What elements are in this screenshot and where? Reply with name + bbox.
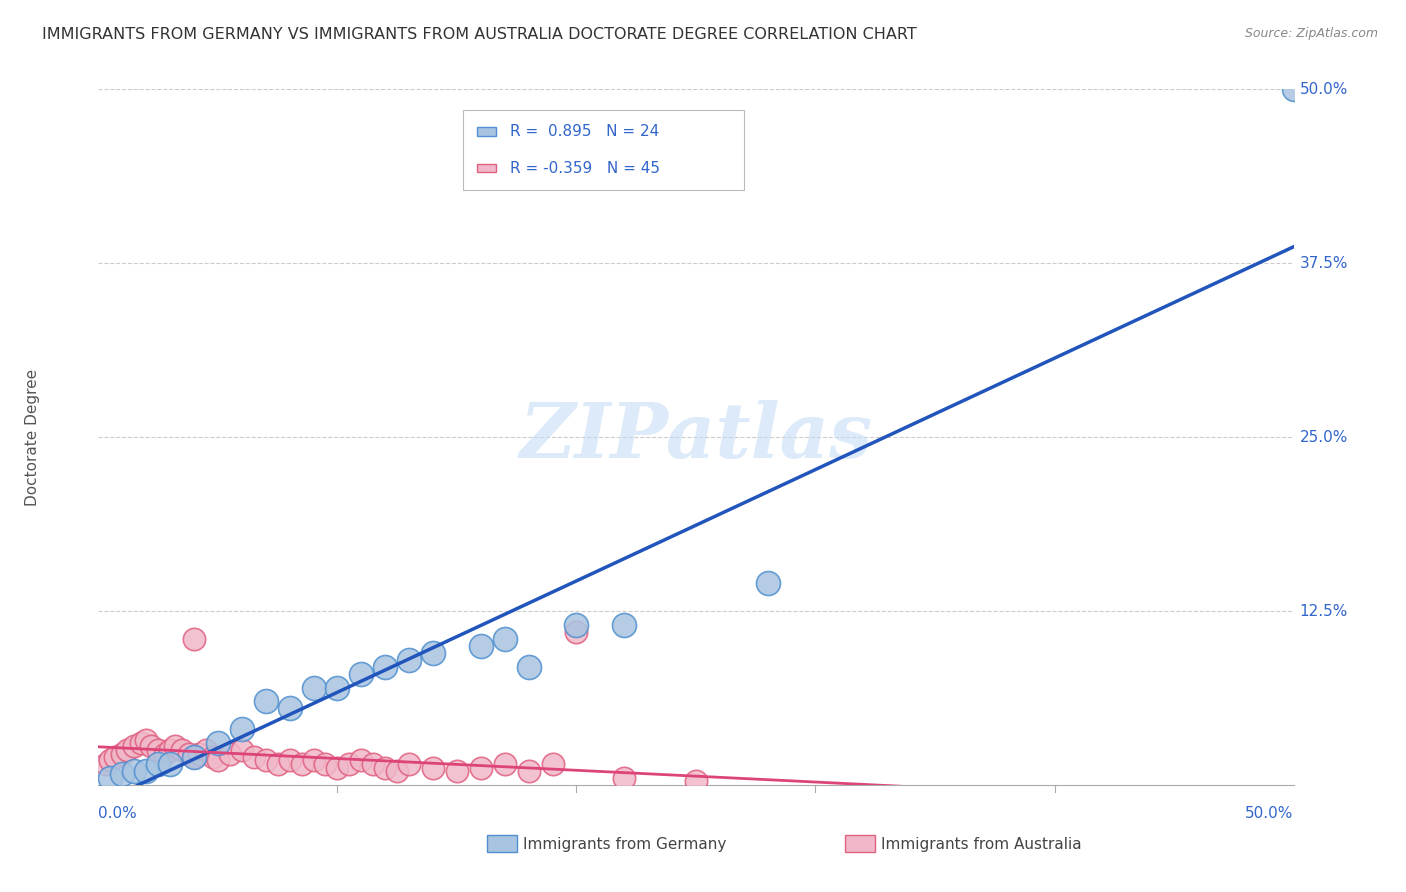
Point xyxy=(135,764,157,778)
Point xyxy=(111,767,134,781)
Point xyxy=(494,757,516,772)
Point xyxy=(613,771,636,785)
Point xyxy=(172,743,194,757)
Point xyxy=(183,750,205,764)
Point xyxy=(494,632,516,646)
Point xyxy=(541,757,564,772)
Point xyxy=(243,750,266,764)
Text: Immigrants from Australia: Immigrants from Australia xyxy=(882,837,1081,852)
Text: IMMIGRANTS FROM GERMANY VS IMMIGRANTS FROM AUSTRALIA DOCTORATE DEGREE CORRELATIO: IMMIGRANTS FROM GERMANY VS IMMIGRANTS FR… xyxy=(42,27,917,42)
Point xyxy=(470,761,492,775)
Point xyxy=(302,753,325,767)
Point xyxy=(278,701,301,715)
Point xyxy=(207,736,229,750)
Point xyxy=(565,618,588,632)
FancyBboxPatch shape xyxy=(477,164,496,172)
Point xyxy=(350,666,373,681)
Point xyxy=(470,639,492,653)
Point xyxy=(422,761,444,775)
FancyBboxPatch shape xyxy=(463,110,744,190)
Point xyxy=(98,771,122,785)
Point xyxy=(374,761,396,775)
Point xyxy=(115,743,138,757)
Point xyxy=(139,739,162,753)
Point xyxy=(124,739,146,753)
Point xyxy=(148,743,170,757)
Point xyxy=(194,743,217,757)
Point xyxy=(98,753,122,767)
Point xyxy=(398,757,420,772)
Point xyxy=(446,764,468,778)
Point xyxy=(187,747,209,762)
Point xyxy=(315,757,337,772)
Point xyxy=(1282,82,1305,96)
Point xyxy=(350,753,373,767)
Point xyxy=(254,694,277,708)
Point xyxy=(231,743,253,757)
Text: R =  0.895   N = 24: R = 0.895 N = 24 xyxy=(510,124,659,139)
Point xyxy=(159,757,181,772)
Point xyxy=(517,764,540,778)
Point xyxy=(363,757,385,772)
Point xyxy=(685,773,707,788)
Text: 50.0%: 50.0% xyxy=(1246,805,1294,821)
Point xyxy=(374,659,396,673)
Point xyxy=(124,764,146,778)
Point xyxy=(326,761,349,775)
Point xyxy=(337,757,360,772)
Text: Doctorate Degree: Doctorate Degree xyxy=(25,368,41,506)
Point xyxy=(135,733,157,747)
Point xyxy=(104,750,127,764)
Point xyxy=(183,632,205,646)
Text: Source: ZipAtlas.com: Source: ZipAtlas.com xyxy=(1244,27,1378,40)
Point xyxy=(517,659,540,673)
Point xyxy=(278,753,301,767)
Text: Immigrants from Germany: Immigrants from Germany xyxy=(523,837,725,852)
FancyBboxPatch shape xyxy=(486,835,517,853)
Point xyxy=(207,753,229,767)
FancyBboxPatch shape xyxy=(845,835,875,853)
Point xyxy=(756,576,779,591)
Point xyxy=(94,757,117,772)
Point xyxy=(254,753,277,767)
Point xyxy=(398,653,420,667)
Text: 25.0%: 25.0% xyxy=(1299,430,1348,444)
FancyBboxPatch shape xyxy=(477,128,496,136)
Point xyxy=(131,736,153,750)
Point xyxy=(179,747,201,762)
Point xyxy=(565,624,588,639)
Point xyxy=(385,764,409,778)
Point xyxy=(219,747,242,762)
Point xyxy=(148,757,170,772)
Point xyxy=(202,750,225,764)
Text: R = -0.359   N = 45: R = -0.359 N = 45 xyxy=(510,161,659,176)
Point xyxy=(155,747,177,762)
Point xyxy=(302,681,325,695)
Point xyxy=(422,646,444,660)
Point xyxy=(183,750,205,764)
Point xyxy=(290,757,312,772)
Text: 37.5%: 37.5% xyxy=(1299,256,1348,270)
Point xyxy=(163,739,186,753)
Text: 0.0%: 0.0% xyxy=(98,805,138,821)
Text: ZIPatlas: ZIPatlas xyxy=(519,401,873,474)
Point xyxy=(111,747,134,762)
Point xyxy=(267,757,290,772)
Point xyxy=(613,618,636,632)
Point xyxy=(159,743,181,757)
Text: 12.5%: 12.5% xyxy=(1299,604,1348,618)
Point xyxy=(326,681,349,695)
Point xyxy=(231,723,253,737)
Text: 50.0%: 50.0% xyxy=(1299,82,1348,96)
